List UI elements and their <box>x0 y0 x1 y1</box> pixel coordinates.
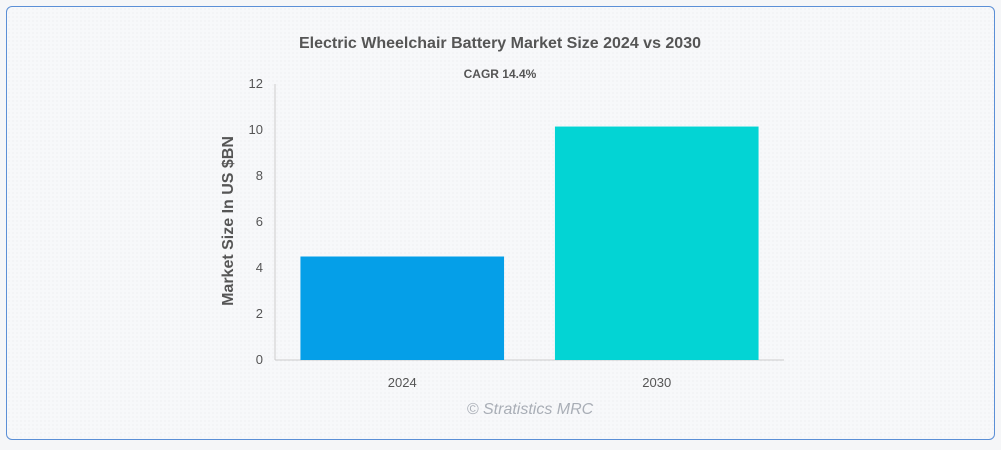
bar-2024 <box>300 256 505 360</box>
y-axis-ticks: 0 2 4 6 8 10 12 <box>249 76 263 367</box>
bars <box>300 126 759 360</box>
x-tick-label: 2030 <box>642 375 671 390</box>
watermark-text: © Stratistics MRC <box>467 401 594 418</box>
y-tick-label: 6 <box>256 214 263 229</box>
y-tick-label: 8 <box>256 168 263 183</box>
y-tick-label: 10 <box>249 122 263 137</box>
y-tick-label: 2 <box>256 306 263 321</box>
y-axis-label: Market Size In US $BN <box>220 136 237 306</box>
y-tick-label: 4 <box>256 260 263 275</box>
chart-container <box>6 6 995 440</box>
chart-subtitle: CAGR 14.4% <box>464 67 537 81</box>
chart-title: Electric Wheelchair Battery Market Size … <box>299 35 701 52</box>
bar-2030 <box>554 126 759 360</box>
x-axis-ticks: 2024 2030 <box>388 375 671 390</box>
x-tick-label: 2024 <box>388 375 417 390</box>
y-tick-label: 0 <box>256 352 263 367</box>
y-tick-label: 12 <box>249 76 263 91</box>
